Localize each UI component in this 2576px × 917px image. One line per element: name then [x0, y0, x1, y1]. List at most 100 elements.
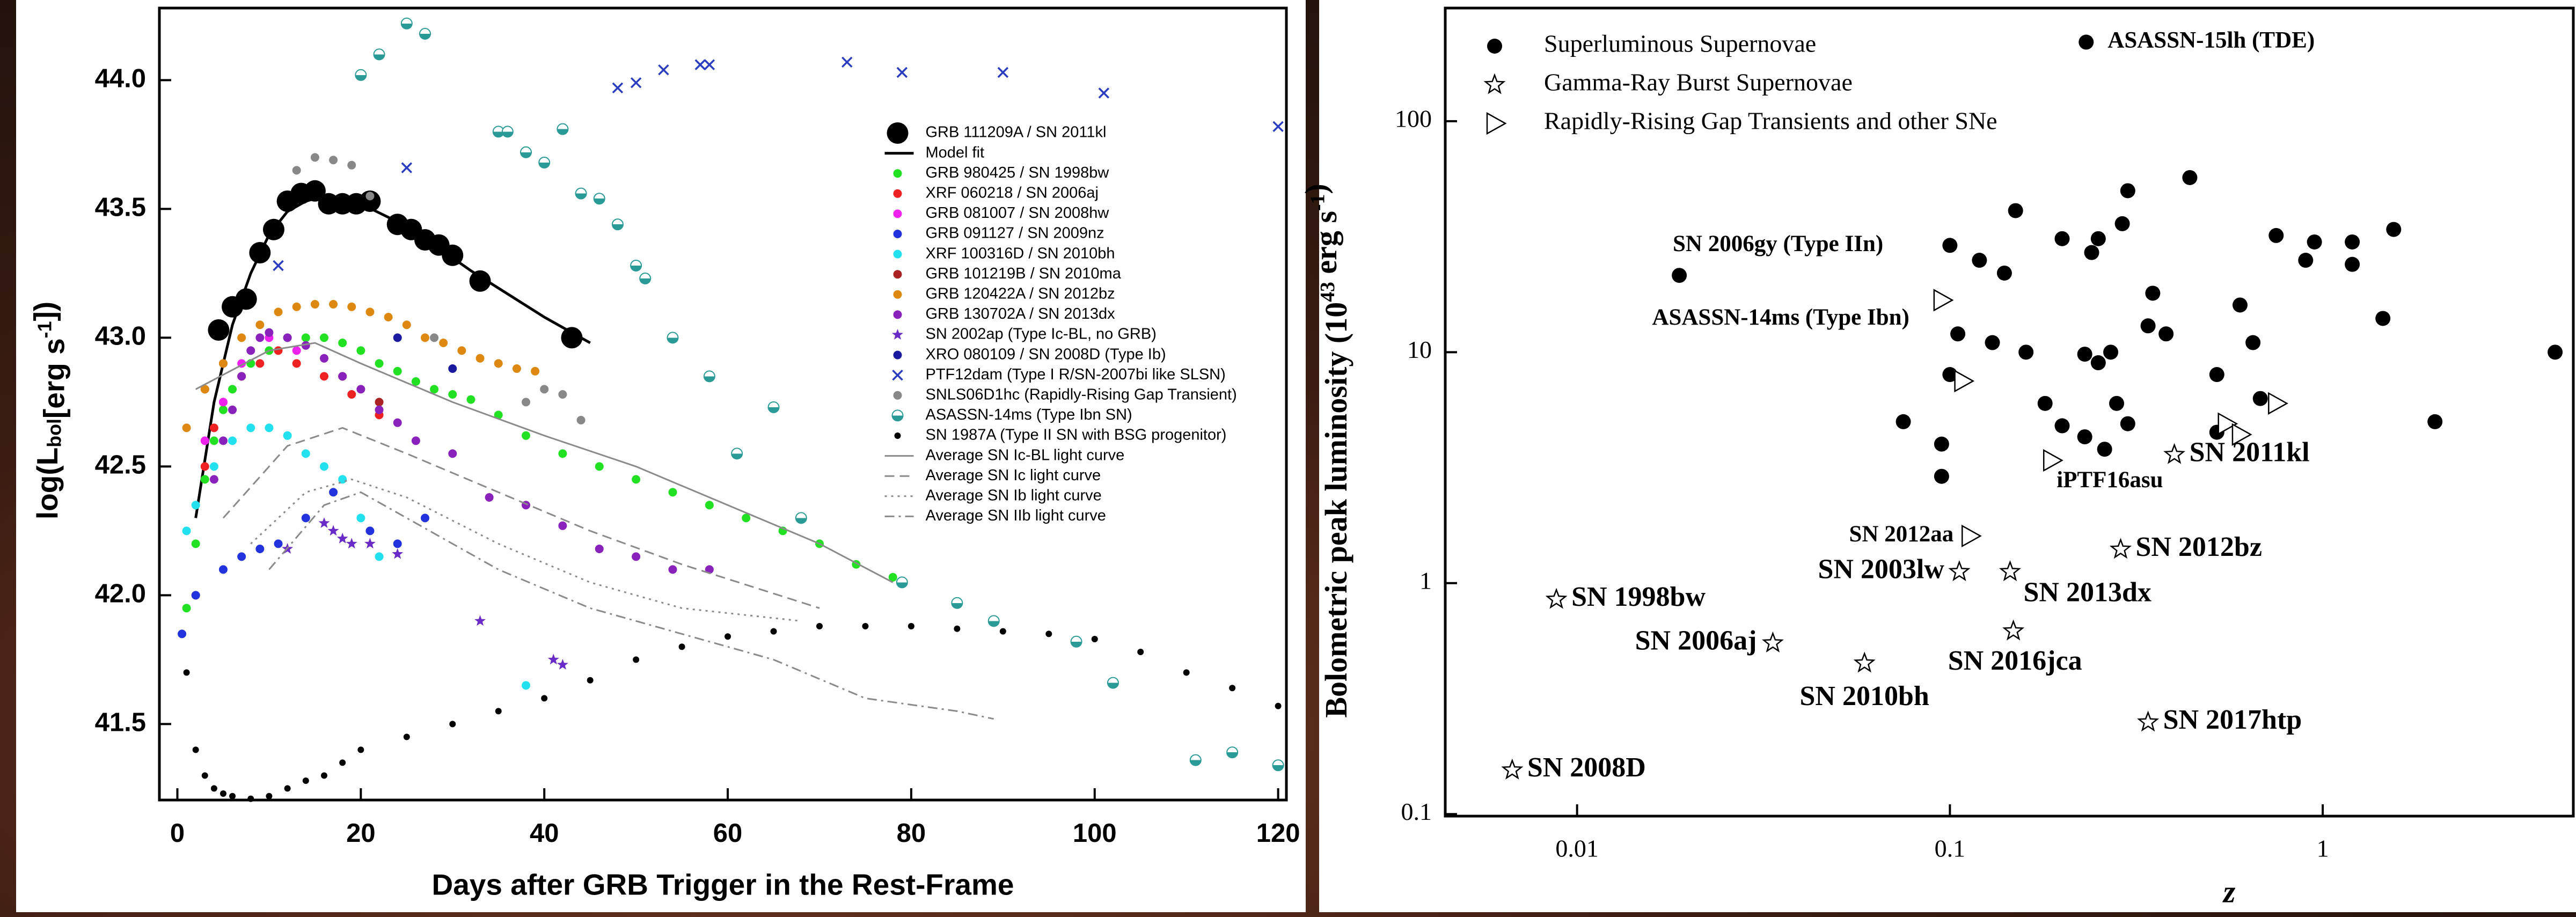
legend-label: ASASSN-14ms (Type Ibn SN) — [926, 406, 1132, 423]
point — [595, 462, 604, 471]
point — [448, 364, 457, 373]
point — [273, 260, 284, 272]
y-tick-label: 1 — [1419, 567, 1432, 594]
legend-label: SN 1987A (Type II SN with BSG progenitor… — [926, 427, 1227, 444]
point — [2137, 710, 2160, 732]
point — [767, 401, 780, 413]
point — [2163, 443, 2186, 464]
y-tick-label: 44.0 — [95, 64, 146, 93]
point — [229, 793, 236, 799]
point — [1107, 677, 1119, 689]
point — [522, 398, 531, 407]
point — [292, 302, 301, 311]
point — [327, 525, 339, 536]
point — [200, 462, 209, 471]
point — [611, 218, 624, 231]
point-label: SN 2008D — [1527, 752, 1646, 783]
legend-swatch — [893, 169, 902, 178]
point — [495, 708, 502, 715]
point — [633, 656, 640, 663]
legend-label: GRB 101219B / SN 2010ma — [926, 265, 1122, 282]
legend-swatch — [1486, 112, 1507, 135]
legend-swatch — [891, 409, 904, 422]
legend-label: Average SN Ic-BL light curve — [926, 446, 1125, 464]
point — [1672, 268, 1687, 283]
y-axis-label-part: bol — [44, 419, 65, 448]
point — [419, 28, 431, 40]
point — [292, 359, 301, 368]
point — [1961, 524, 1982, 548]
point — [421, 513, 430, 523]
point — [255, 320, 265, 329]
legend-label: PTF12dam (Type I R/SN-2007bi like SLSN) — [926, 366, 1226, 383]
point — [274, 539, 283, 548]
line — [250, 478, 801, 622]
plot-frame — [1444, 6, 2575, 818]
point — [182, 604, 191, 613]
point — [2077, 429, 2092, 445]
point — [356, 346, 365, 355]
point — [2037, 395, 2053, 411]
point — [639, 273, 652, 284]
point — [731, 448, 743, 460]
point — [2218, 412, 2238, 435]
point — [576, 416, 586, 424]
point — [2043, 449, 2063, 472]
legend-swatch — [1487, 39, 1502, 54]
point — [2386, 222, 2402, 237]
point — [228, 405, 237, 414]
point — [632, 552, 641, 561]
point — [356, 513, 365, 523]
point — [1934, 436, 1949, 452]
right-panel — [1319, 0, 2576, 912]
point — [393, 366, 402, 376]
point — [2109, 538, 2132, 559]
point — [2345, 234, 2360, 250]
point-label: ASASSN-15lh (TDE) — [2107, 27, 2315, 53]
point — [2307, 234, 2322, 250]
point-label: SN 2010bh — [1800, 681, 1929, 711]
point — [2077, 347, 2092, 362]
point — [200, 475, 209, 484]
point — [1070, 635, 1082, 648]
point — [319, 333, 328, 342]
point — [512, 364, 521, 373]
point — [1229, 685, 1236, 692]
point-label: SN 2006aj — [1635, 625, 1757, 656]
point-label: ASASSN-14ms (Type Ibn) — [1652, 305, 1909, 330]
point — [2018, 344, 2034, 360]
point — [329, 156, 338, 165]
point — [209, 475, 218, 484]
point — [365, 192, 375, 201]
point — [1896, 414, 1911, 429]
point — [494, 359, 503, 368]
legend-swatch — [892, 369, 903, 381]
point — [365, 307, 375, 317]
point — [448, 390, 457, 399]
point — [2120, 416, 2135, 431]
point — [2114, 216, 2130, 231]
point — [908, 623, 914, 629]
y-axis-label-part: ) — [1299, 184, 1334, 194]
point — [329, 488, 338, 497]
point — [346, 538, 357, 549]
point — [228, 436, 237, 445]
point — [1183, 669, 1190, 676]
y-tick-label: 41.5 — [95, 708, 146, 737]
point — [951, 597, 963, 609]
point — [375, 552, 384, 561]
point — [182, 423, 191, 432]
point — [1972, 253, 1987, 268]
point — [2145, 285, 2161, 301]
point — [587, 677, 594, 684]
legend-swatch — [894, 432, 901, 439]
point — [403, 733, 410, 740]
point — [1545, 588, 1568, 609]
point — [742, 513, 751, 523]
y-tick-label: 0.1 — [1401, 798, 1432, 825]
x-tick-label: 120 — [1256, 819, 1300, 848]
point — [2268, 228, 2284, 243]
point — [375, 398, 384, 407]
